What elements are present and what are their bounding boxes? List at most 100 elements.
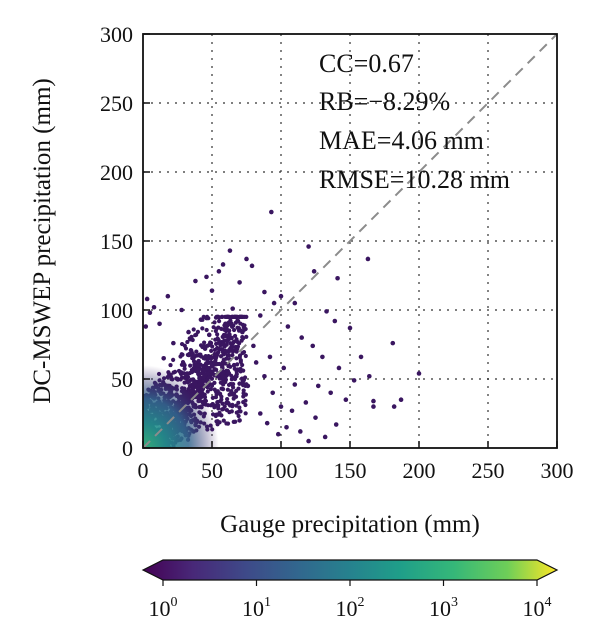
scatter-point: [186, 329, 191, 335]
scatter-point: [262, 289, 267, 295]
scatter-point: [227, 332, 232, 337]
scatter-point: [202, 340, 207, 345]
scatter-point: [217, 361, 222, 367]
y-tick-label: 250: [100, 91, 133, 116]
scatter-point: [212, 360, 218, 365]
scatter-point: [240, 335, 245, 340]
scatter-point: [220, 407, 225, 412]
scatter-point: [245, 383, 251, 389]
scatter-point: [196, 359, 201, 364]
scatter-point: [306, 244, 311, 249]
colorbar-tick-label: 103: [429, 595, 458, 621]
scatter-point: [234, 337, 239, 342]
scatter-point: [228, 318, 233, 323]
scatter-point: [264, 420, 270, 426]
x-tick-label: 0: [138, 458, 149, 483]
scatter-point: [179, 307, 184, 313]
scatter-point: [204, 274, 209, 280]
x-tick-label: 100: [265, 458, 298, 483]
scatter-point: [223, 321, 229, 327]
scatter-point: [275, 431, 281, 437]
colorbar-tick-label: 102: [336, 595, 365, 621]
scatter-point: [285, 324, 291, 329]
scatter-point: [238, 366, 243, 371]
annotation-rmse: RMSE=10.28 mm: [319, 165, 510, 194]
scatter-point: [269, 209, 274, 215]
scatter-point: [233, 320, 239, 325]
scatter-point: [191, 359, 197, 364]
scatter-point: [253, 360, 259, 365]
scatter-point: [320, 354, 325, 360]
scatter-point: [241, 349, 247, 355]
scatter-point: [228, 364, 233, 369]
scatter-point: [221, 386, 226, 392]
scatter-point: [358, 354, 364, 360]
scatter-point: [215, 332, 220, 337]
scatter-point: [336, 365, 342, 371]
scatter-point: [224, 400, 229, 406]
scatter-point: [234, 388, 239, 393]
scatter-point: [216, 319, 222, 324]
scatter-point: [233, 348, 238, 353]
scatter-point: [182, 362, 187, 368]
scatter-point: [367, 373, 372, 379]
scatter-point: [143, 324, 149, 329]
scatter-point: [244, 334, 249, 339]
scatter-point: [227, 335, 232, 341]
scatter-point: [205, 355, 210, 361]
scatter-point: [230, 344, 235, 349]
scatter-point: [315, 383, 321, 389]
scatter-point: [227, 248, 233, 253]
scatter-point: [243, 411, 248, 416]
scatter-point: [234, 369, 239, 374]
scatter-point: [328, 390, 333, 396]
density-core: [143, 365, 219, 448]
scatter-point: [215, 314, 220, 319]
scatter-point: [391, 404, 397, 409]
scatter-point: [231, 385, 236, 390]
scatter-point: [324, 309, 329, 314]
scatter-point: [258, 313, 263, 318]
scatter-point: [243, 326, 248, 332]
scatter-point: [225, 397, 230, 402]
scatter-point: [223, 349, 229, 354]
scatter-point: [220, 262, 226, 267]
scatter-point: [230, 392, 235, 397]
x-axis-label: Gauge precipitation (mm): [220, 511, 480, 538]
scatter-point: [220, 360, 225, 365]
scatter-point: [204, 361, 210, 366]
scatter-point: [371, 404, 376, 409]
scatter-point: [322, 434, 328, 440]
scatter-point: [151, 304, 157, 310]
scatter-point: [223, 379, 228, 385]
scatter-point: [306, 438, 311, 444]
annotation-rb: RB=−8.29%: [319, 87, 450, 116]
scatter-point: [206, 342, 211, 348]
scatter-point: [298, 429, 303, 434]
scatter-point: [237, 280, 242, 285]
scatter-point: [240, 314, 246, 319]
scatter-point: [220, 401, 225, 406]
scatter-point: [398, 397, 404, 403]
scatter-point: [243, 392, 248, 397]
scatter-point: [206, 332, 212, 338]
scatter-point: [227, 314, 232, 319]
scatter-point: [204, 314, 210, 319]
scatter-point: [237, 405, 242, 410]
scatter-point: [233, 419, 238, 424]
scatter-point: [212, 347, 217, 353]
y-axis-label: DC-MSWEP precipitation (mm): [29, 78, 56, 403]
y-tick-label: 200: [100, 160, 133, 185]
y-tick-label: 150: [100, 229, 133, 254]
scatter-point: [218, 354, 224, 359]
scatter-point: [249, 263, 255, 269]
scatter-point: [244, 314, 249, 319]
scatter-point: [171, 340, 176, 346]
scatter-point: [219, 314, 224, 319]
scatter-point: [232, 333, 238, 339]
scatter-point: [237, 353, 243, 358]
scatter-point: [224, 342, 229, 347]
scatter-point: [347, 325, 353, 331]
x-tick-label: 200: [403, 458, 436, 483]
